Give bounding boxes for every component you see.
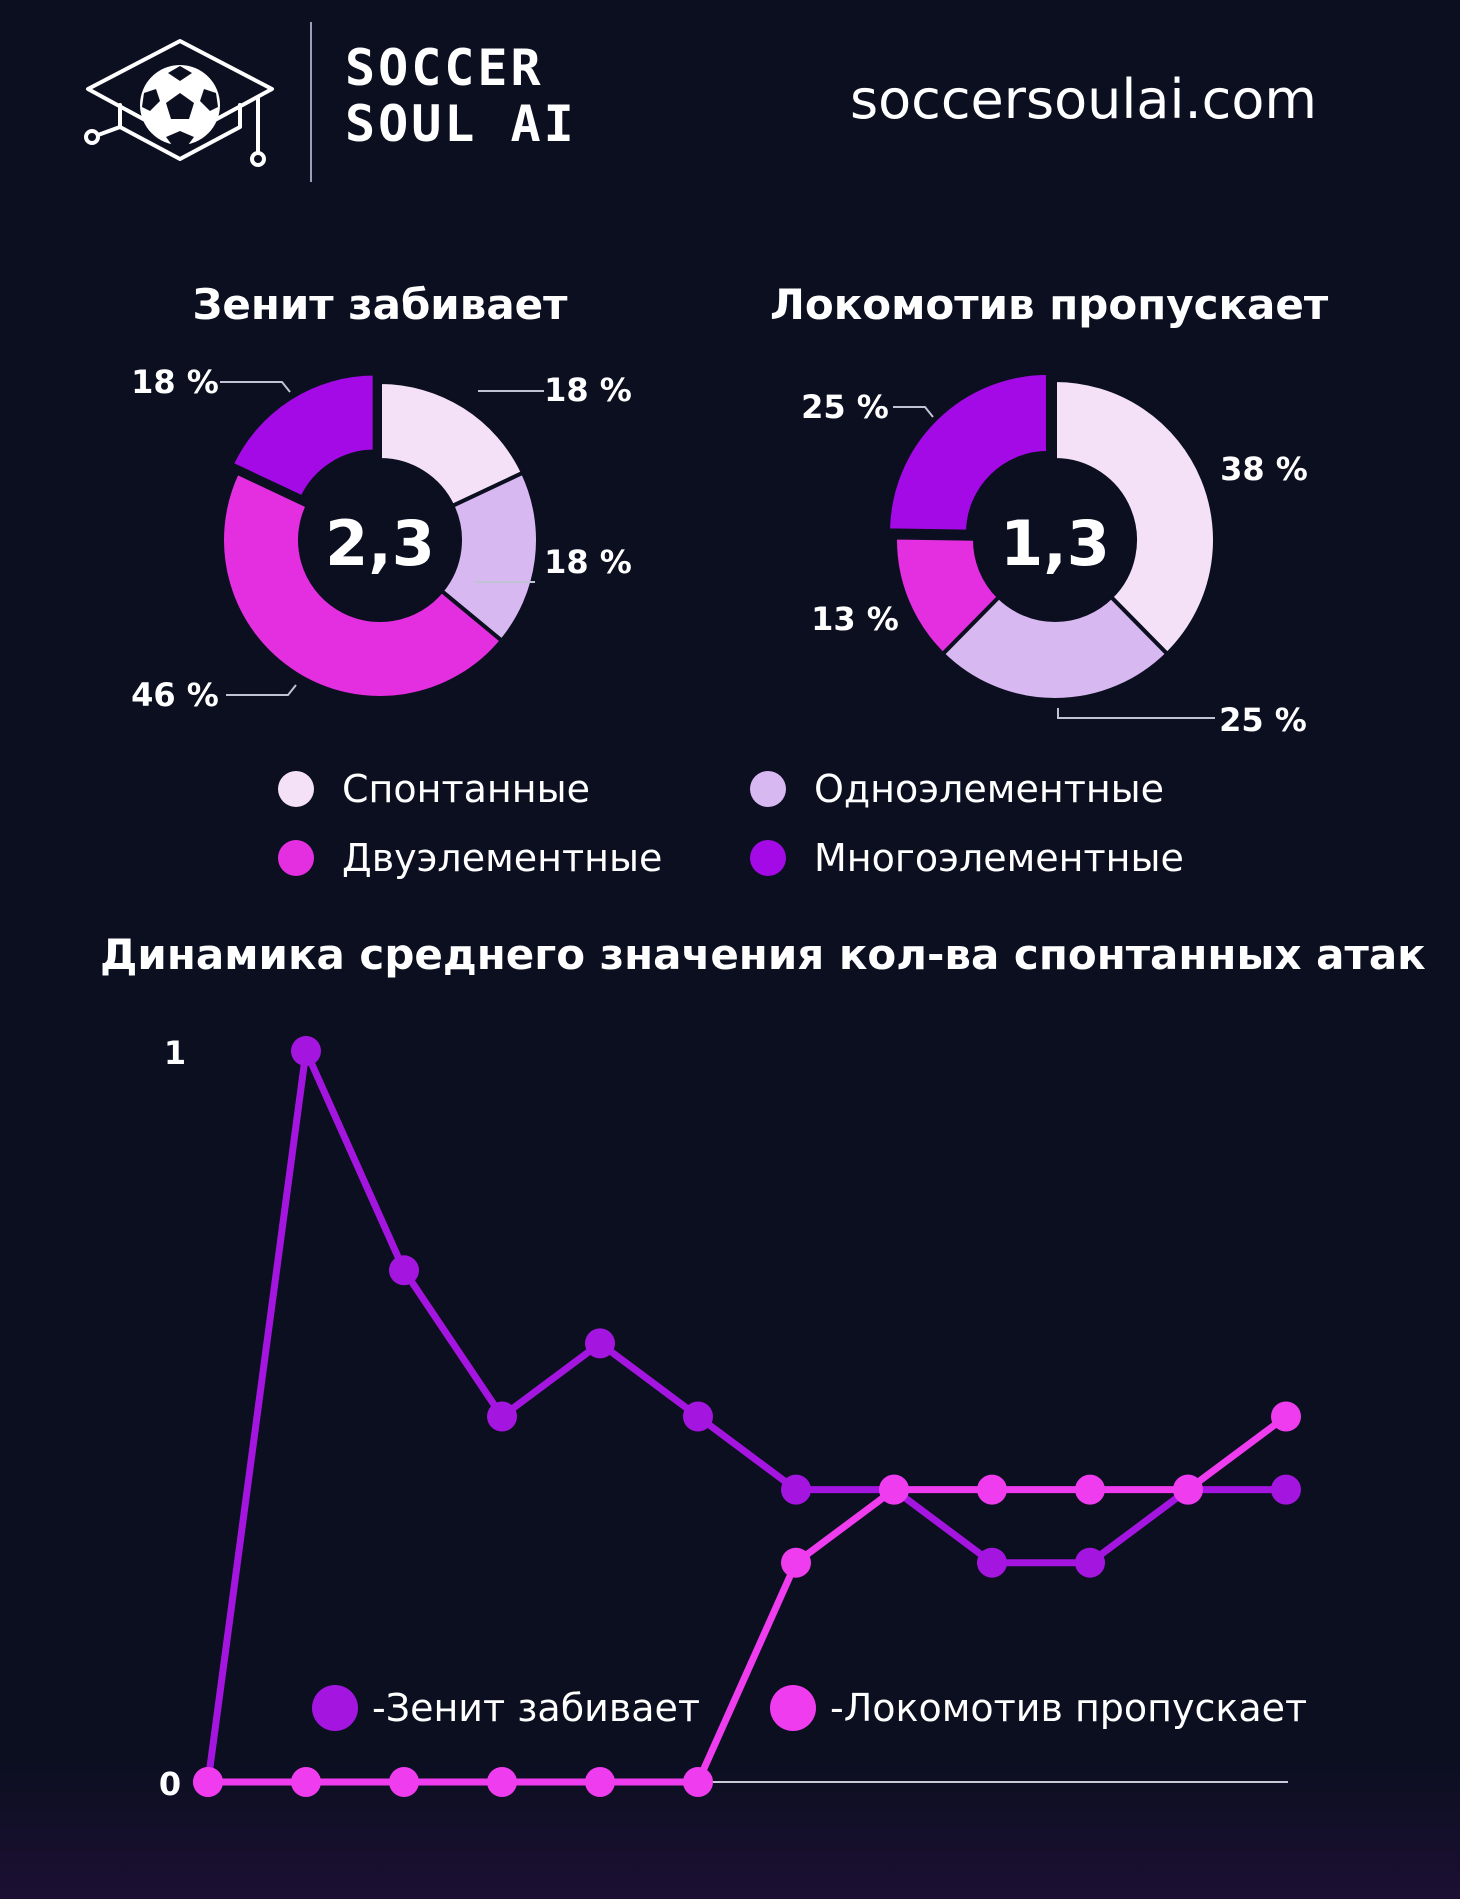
line-chart-legend: -Зенит забивает -Локомотив пропускает xyxy=(0,1685,1460,1745)
data-point-lokomotiv xyxy=(585,1767,615,1797)
brand-name: SOCCER SOUL AI xyxy=(345,40,577,152)
donut-slice-multi-element xyxy=(885,370,1050,534)
donut-title-lokomotiv: Локомотив пропускает xyxy=(770,280,1329,329)
slice-label-two-element: 13 % xyxy=(811,600,899,638)
legend-dot xyxy=(278,840,314,876)
donut-center-value: 2,3 xyxy=(325,507,435,580)
legend-item-two-element: Двуэлементные xyxy=(278,836,662,880)
legend-label: Одноэлементные xyxy=(814,767,1165,811)
slice-label-spontaneous: 18 % xyxy=(544,371,632,409)
donut-charts: 2,3 1,3 18 % 18 % 18 % 46 % 25 % 38 % 13… xyxy=(131,363,1308,739)
line-legend-item-lokomotiv: -Локомотив пропускает xyxy=(770,1685,1307,1731)
line-legend-dot xyxy=(312,1685,358,1731)
y-tick-label: 0 xyxy=(159,1765,181,1803)
donut-chart-lokomotiv: 1,3 xyxy=(885,370,1217,702)
data-point-zenit xyxy=(487,1401,517,1432)
data-point-lokomotiv xyxy=(1075,1474,1105,1505)
legend-dot xyxy=(750,771,786,807)
y-tick-label: 1 xyxy=(164,1034,186,1072)
legend-label: Многоэлементные xyxy=(814,836,1184,880)
data-point-lokomotiv xyxy=(389,1767,419,1797)
slice-label-one-element: 18 % xyxy=(544,543,632,581)
soccer-ball-logo-icon xyxy=(84,39,274,167)
data-point-lokomotiv xyxy=(781,1547,811,1578)
line-chart-title: Динамика среднего значения кол-ва спонта… xyxy=(100,930,1426,979)
donut-legend: Спонтанные Одноэлементные Двуэлементные … xyxy=(0,760,1460,890)
legend-item-multi-element: Многоэлементные xyxy=(750,836,1184,880)
legend-dot xyxy=(278,771,314,807)
data-point-lokomotiv xyxy=(291,1767,321,1797)
line-legend-label: -Зенит забивает xyxy=(372,1686,701,1730)
donut-center-value: 1,3 xyxy=(1000,507,1110,580)
leader-lines-right xyxy=(893,406,1215,719)
slice-label-two-element: 46 % xyxy=(131,676,219,714)
data-point-zenit xyxy=(1075,1547,1105,1578)
data-point-zenit xyxy=(389,1255,419,1286)
legend-label: Спонтанные xyxy=(342,767,590,811)
line-chart: 1 0 xyxy=(159,1034,1301,1803)
donut-slice-multi-element xyxy=(229,371,377,501)
site-url[interactable]: soccersoulai.com xyxy=(850,68,1317,131)
data-point-lokomotiv xyxy=(977,1474,1007,1505)
donut-slice-one-element xyxy=(438,470,540,644)
data-point-lokomotiv xyxy=(1271,1401,1301,1432)
donut-slice-two-element xyxy=(220,470,505,700)
data-point-zenit xyxy=(585,1328,615,1359)
legend-dot xyxy=(750,840,786,876)
series-lokomotiv xyxy=(193,1401,1301,1797)
series-line-lokomotiv xyxy=(208,1413,1289,1786)
donut-title-zenit: Зенит забивает xyxy=(192,280,568,329)
legend-label: Двуэлементные xyxy=(342,836,663,880)
brand-line-1: SOCCER xyxy=(345,39,544,97)
data-point-zenit xyxy=(977,1547,1007,1578)
data-point-zenit xyxy=(1271,1474,1301,1505)
series-zenit xyxy=(193,1036,1301,1797)
header: SOCCER SOUL AI soccersoulai.com xyxy=(0,0,1460,210)
donut-slice-one-element xyxy=(939,594,1171,702)
donut-slice-spontaneous xyxy=(378,379,526,509)
line-legend-label: -Локомотив пропускает xyxy=(830,1686,1308,1730)
brand-line-2: SOUL AI xyxy=(345,95,577,153)
slice-label-multi: 25 % xyxy=(801,388,889,426)
leader-lines-left xyxy=(220,381,544,696)
line-legend-dot xyxy=(770,1685,816,1731)
data-point-lokomotiv xyxy=(1173,1474,1203,1505)
data-point-lokomotiv xyxy=(683,1767,713,1797)
donut-slice-spontaneous xyxy=(1053,377,1217,657)
logo-divider xyxy=(310,22,312,182)
slice-label-multi: 18 % xyxy=(131,363,219,401)
data-point-lokomotiv xyxy=(193,1767,223,1797)
data-point-zenit xyxy=(781,1474,811,1505)
slice-label-one-element: 25 % xyxy=(1219,701,1307,739)
legend-item-spontaneous: Спонтанные xyxy=(278,767,590,811)
data-point-lokomotiv xyxy=(879,1474,909,1505)
legend-item-one-element: Одноэлементные xyxy=(750,767,1164,811)
slice-label-spontaneous: 38 % xyxy=(1220,450,1308,488)
donut-slice-two-element xyxy=(893,535,1002,657)
data-point-lokomotiv xyxy=(487,1767,517,1797)
series-line-zenit xyxy=(204,1047,1286,1783)
line-legend-item-zenit: -Зенит забивает xyxy=(312,1685,700,1731)
donut-chart-zenit: 2,3 xyxy=(220,371,540,700)
data-point-zenit xyxy=(683,1401,713,1432)
data-point-zenit xyxy=(291,1036,321,1066)
